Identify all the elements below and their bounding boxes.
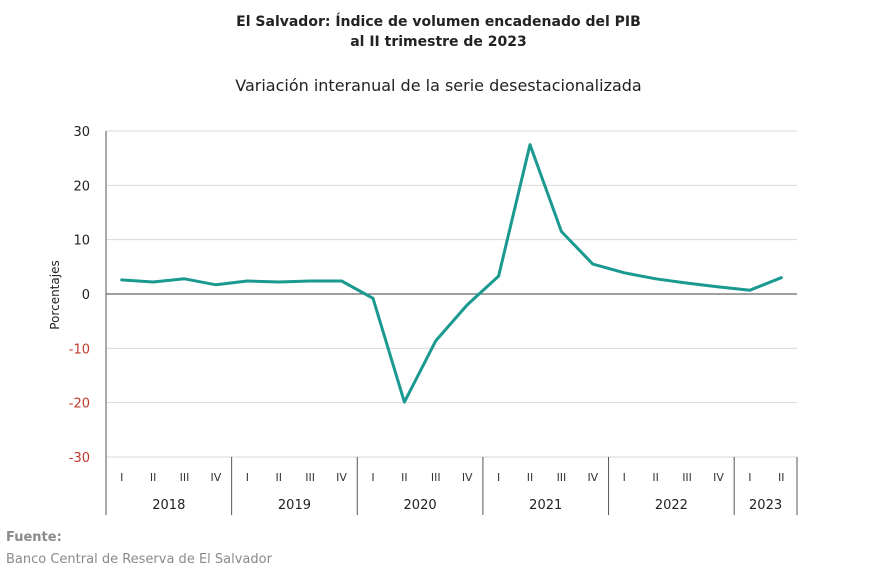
x-tick-label-quarter: IV — [713, 471, 724, 484]
y-tick-label: 10 — [73, 234, 90, 249]
x-tick-label-quarter: I — [748, 471, 751, 484]
x-tick-label-quarter: III — [180, 471, 190, 484]
y-tick-label: -30 — [69, 451, 90, 466]
x-tick-label-quarter: I — [120, 471, 123, 484]
x-tick-label-quarter: III — [682, 471, 692, 484]
x-tick-label-quarter: II — [778, 471, 785, 484]
chart-title: El Salvador: Índice de volumen encadenad… — [0, 12, 877, 52]
x-tick-label-quarter: III — [431, 471, 441, 484]
x-tick-label-year: 2018 — [152, 498, 185, 513]
chart-title-line2: al II trimestre de 2023 — [350, 34, 527, 50]
source-text: Banco Central de Reserva de El Salvador — [6, 552, 272, 567]
x-tick-label-year: 2020 — [404, 498, 437, 513]
x-tick-label-quarter: III — [557, 471, 567, 484]
x-tick-label-quarter: IV — [336, 471, 347, 484]
series-line — [120, 143, 783, 404]
x-tick-label-year: 2021 — [529, 498, 562, 513]
y-tick-label: -10 — [69, 342, 90, 357]
grid-lines — [106, 130, 797, 458]
x-tick-label-quarter: II — [276, 471, 283, 484]
x-tick-label-quarter: I — [246, 471, 249, 484]
x-tick-label-year: 2023 — [749, 498, 782, 513]
y-tick-label: 0 — [82, 288, 90, 303]
y-axis-label: Porcentajes — [48, 260, 62, 329]
y-tick-label: 30 — [73, 125, 90, 140]
x-tick-label-quarter: II — [150, 471, 157, 484]
x-tick-label-quarter: IV — [211, 471, 222, 484]
chart-subtitle: Variación interanual de la serie desesta… — [235, 76, 642, 95]
x-tick-label-quarter: II — [401, 471, 408, 484]
x-tick-label-quarter: I — [371, 471, 374, 484]
x-axis: I II III IV I II III IV I II III IV I II III IV I II III IV… — [105, 131, 798, 515]
x-tick-label-quarter: I — [497, 471, 500, 484]
y-tick-label: -20 — [69, 397, 90, 412]
series-layer — [120, 143, 783, 404]
x-tick-label-quarter: IV — [587, 471, 598, 484]
x-tick-label-quarter: II — [527, 471, 534, 484]
x-tick-label-quarter: II — [652, 471, 659, 484]
y-axis-ticks: 30 20 10 0 -10 -20 -30 — [69, 125, 90, 466]
x-tick-label-quarter: I — [623, 471, 626, 484]
x-tick-label-year: 2022 — [655, 498, 688, 513]
y-tick-label: 20 — [73, 179, 90, 194]
x-tick-label-year: 2019 — [278, 498, 311, 513]
x-tick-label-quarter: III — [305, 471, 315, 484]
x-tick-label-quarter: IV — [462, 471, 473, 484]
source-label: Fuente: — [6, 530, 62, 545]
chart-title-line1: El Salvador: Índice de volumen encadenad… — [236, 14, 641, 30]
